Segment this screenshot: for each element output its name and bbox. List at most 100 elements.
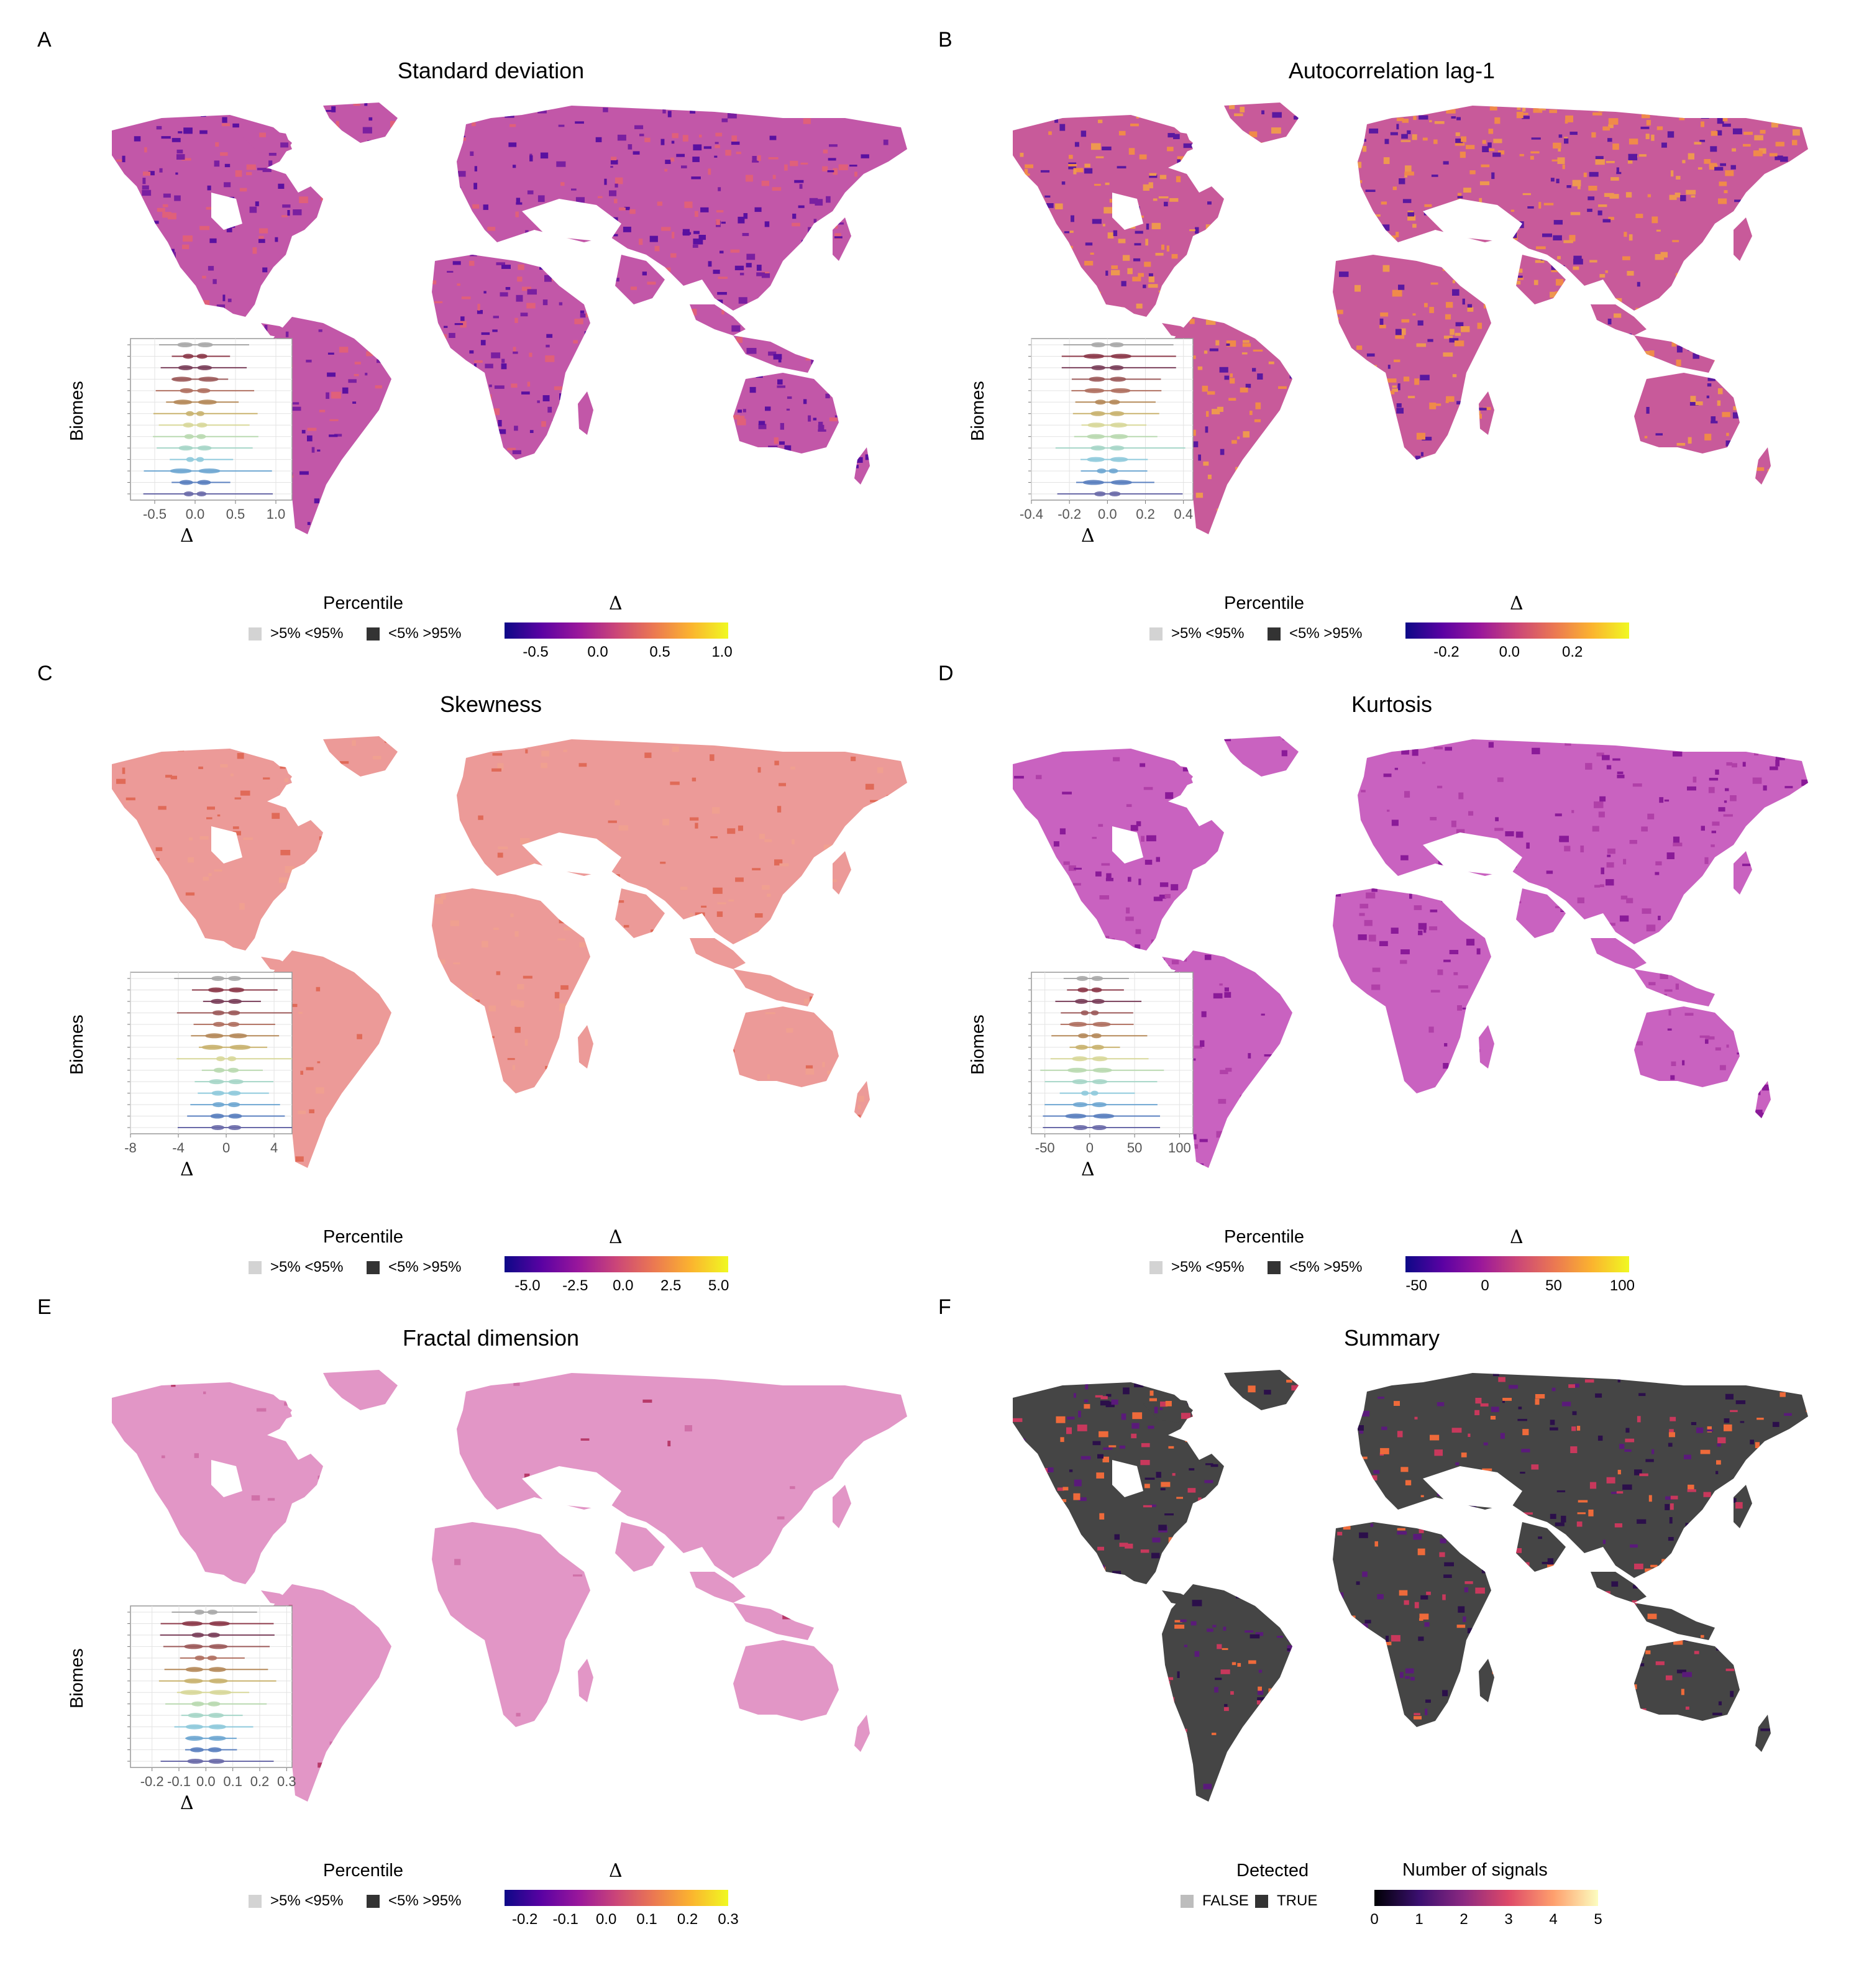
violin-body bbox=[1109, 491, 1121, 496]
inset-tick-label: 0.2 bbox=[250, 1774, 270, 1789]
legend-swatch bbox=[367, 1261, 380, 1274]
violin-body bbox=[227, 1010, 240, 1016]
colorbar-tick-label: 0 bbox=[1481, 1277, 1489, 1294]
violin-body bbox=[171, 376, 193, 382]
lake bbox=[211, 193, 242, 230]
colorbar-title: Number of signals bbox=[1402, 1860, 1548, 1880]
land-cells bbox=[1013, 736, 1808, 1168]
world-map bbox=[112, 103, 907, 534]
violin-body bbox=[228, 1125, 242, 1130]
inset-tick-label: 100 bbox=[1168, 1140, 1191, 1156]
violin-body bbox=[181, 1621, 203, 1626]
colorbar-ticks: -0.5 0.0 0.5 1.0 bbox=[505, 644, 753, 662]
violin-body bbox=[227, 1056, 237, 1062]
colorbar-tick-label: -50 bbox=[1405, 1277, 1427, 1294]
legend-swatch bbox=[249, 1894, 262, 1908]
violin-body bbox=[228, 1079, 244, 1085]
violin-body bbox=[1074, 998, 1088, 1004]
violin-body bbox=[191, 1632, 204, 1638]
violin-body bbox=[1110, 457, 1128, 462]
colorbar bbox=[505, 1890, 728, 1906]
inset-y-title: Biomes bbox=[67, 1015, 87, 1075]
violin-body bbox=[184, 434, 194, 439]
inset-y-title: Biomes bbox=[67, 1648, 87, 1708]
violin-body bbox=[1109, 445, 1125, 451]
violin-body bbox=[207, 1610, 218, 1615]
lake bbox=[1112, 193, 1143, 230]
colorbar-tick-label: 0.3 bbox=[718, 1911, 739, 1928]
violin-body bbox=[1110, 434, 1128, 439]
inset-y-title: Biomes bbox=[968, 1015, 988, 1075]
legend-item-label: <5% >95% bbox=[388, 1259, 462, 1275]
lake bbox=[1112, 1460, 1143, 1497]
violin-body bbox=[1109, 411, 1125, 416]
colorbar bbox=[505, 1256, 728, 1272]
legend-item-label: <5% >95% bbox=[1289, 625, 1363, 642]
violin-body bbox=[198, 468, 221, 474]
panel-f: F Summary Detected FALSE TRUE Number of signa… bbox=[901, 1252, 1833, 1928]
colorbar-tick-label: -0.5 bbox=[523, 644, 549, 660]
violin-body bbox=[191, 1701, 204, 1707]
violin-body bbox=[212, 1010, 225, 1016]
colorbar-tick-label: 0.0 bbox=[587, 644, 608, 660]
violin-body bbox=[198, 376, 219, 382]
violin-body bbox=[210, 998, 224, 1004]
violin-body bbox=[229, 1033, 248, 1039]
legend-item: >5% <95% bbox=[249, 1892, 343, 1910]
biome-inset: Biomes -0.5 0.0 0.5 1.0 Δ bbox=[67, 338, 298, 562]
inset-tick-label: 0.3 bbox=[277, 1774, 296, 1789]
violin-body bbox=[228, 1113, 242, 1119]
legend: Percentile >5% <95% <5% >95% Δ -0.5 0.0 0.5 1.0 bbox=[0, 590, 932, 665]
violin-body bbox=[196, 422, 208, 428]
violin-plot: -0.5 0.0 0.5 1.0 bbox=[127, 338, 293, 522]
colorbar bbox=[1374, 1890, 1598, 1906]
violin-body bbox=[1094, 491, 1106, 496]
legend: Percentile >5% <95% <5% >95% Δ -0.2 -0.1 0.0 0.… bbox=[0, 1858, 932, 1932]
violin-body bbox=[208, 1724, 227, 1730]
violin-body bbox=[190, 1747, 204, 1753]
world-map bbox=[112, 736, 907, 1168]
inset-tick-label: -0.4 bbox=[1020, 506, 1043, 522]
legend-title: Percentile bbox=[1224, 1227, 1304, 1247]
violin-body bbox=[194, 1610, 204, 1615]
lake bbox=[1423, 832, 1522, 876]
violin-body bbox=[1097, 468, 1107, 474]
colorbar-title: Δ bbox=[1510, 1226, 1524, 1248]
colorbar-title: Δ bbox=[609, 1226, 623, 1248]
lake bbox=[522, 832, 621, 876]
violin-body bbox=[205, 1033, 224, 1039]
violin-body bbox=[208, 1713, 224, 1718]
violin-body bbox=[1092, 1079, 1108, 1085]
land-cells bbox=[1013, 1370, 1808, 1802]
violin-body bbox=[208, 1736, 226, 1741]
violin-plot: -0.4 -0.2 0.0 0.2 0.4 bbox=[1020, 338, 1194, 522]
violin-body bbox=[196, 457, 204, 462]
lake bbox=[1423, 1466, 1522, 1510]
violin-body bbox=[1091, 976, 1103, 981]
violin-body bbox=[208, 1747, 222, 1753]
world-map bbox=[112, 1370, 907, 1802]
violin-body bbox=[1109, 365, 1124, 370]
legend-item: <5% >95% bbox=[367, 625, 461, 642]
violin-body bbox=[170, 468, 192, 474]
biome-inset: Biomes -8 -4 0 4 Δ bbox=[67, 972, 298, 1196]
inset-tick-label: 50 bbox=[1127, 1140, 1142, 1156]
legend-item-label: <5% >95% bbox=[388, 625, 462, 642]
violin-body bbox=[1077, 987, 1089, 993]
violin-body bbox=[212, 1102, 225, 1108]
colorbar-ticks: -50 0 50 100 bbox=[1405, 1277, 1654, 1296]
violin-body bbox=[1087, 434, 1105, 439]
violin-body bbox=[1087, 457, 1105, 462]
violin-body bbox=[213, 1067, 225, 1073]
violin-body bbox=[1068, 1021, 1087, 1027]
lake bbox=[522, 1466, 621, 1510]
legend-title: Percentile bbox=[323, 1861, 403, 1881]
colorbar-tick-label: 0.0 bbox=[613, 1277, 634, 1294]
legend-item: <5% >95% bbox=[1268, 1259, 1362, 1276]
legend: Detected FALSE TRUE Number of signals 0 1 2 3 4 5 bbox=[901, 1858, 1833, 1932]
panel-b: B Autocorrelation lag-1 Biomes -0.4 -0.2 0.0 0… bbox=[901, 0, 1833, 660]
biome-inset: Biomes -0.2 -0.1 0.0 0.1 0.2 0.3 Δ bbox=[67, 1605, 298, 1830]
colorbar-ticks: -5.0 -2.5 0.0 2.5 5.0 bbox=[505, 1277, 753, 1296]
legend-item-label: <5% >95% bbox=[388, 1892, 462, 1909]
violin-body bbox=[197, 445, 212, 451]
